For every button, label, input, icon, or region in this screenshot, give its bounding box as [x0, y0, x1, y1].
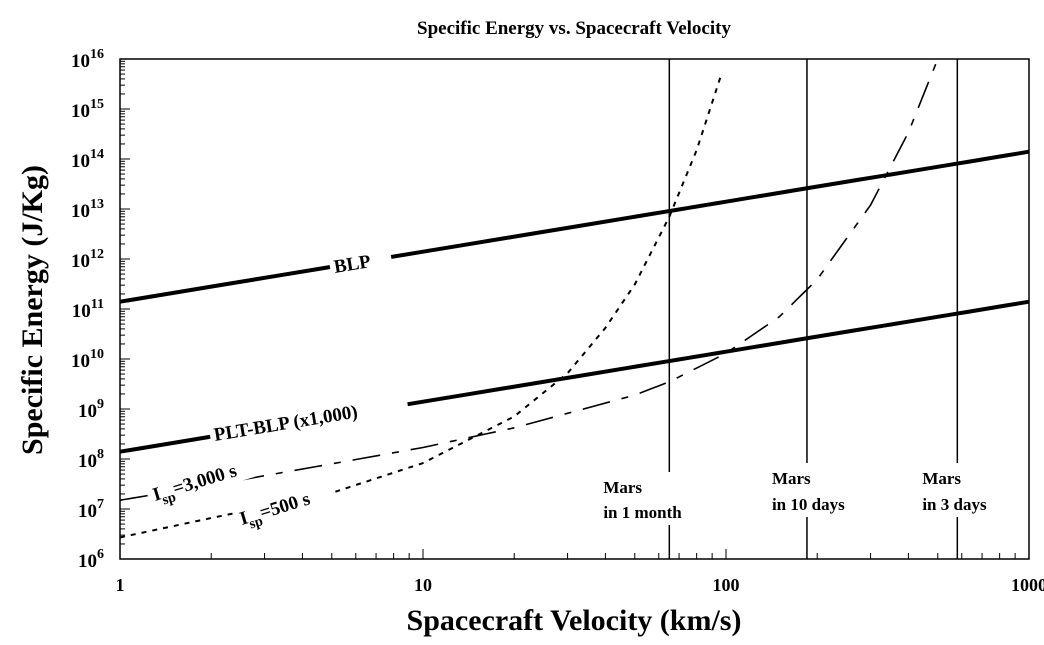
series-label-text: PLT-BLP (x1,000) — [212, 402, 359, 446]
tick-exponent: 8 — [97, 447, 104, 462]
y-tick-label: 1012 — [71, 247, 104, 272]
tick-base: 10 — [71, 351, 90, 372]
series-label: BLP — [328, 245, 394, 280]
y-tick-label: 1013 — [71, 197, 104, 222]
chart-title: Specific Energy vs. Spacecraft Velocity — [417, 18, 731, 39]
tick-exponent: 12 — [90, 247, 104, 262]
label-sub: sp — [160, 489, 178, 508]
series-line — [119, 299, 1030, 454]
label-rest: =3,000 s — [170, 460, 239, 499]
x-tick-label: 1 — [116, 575, 125, 595]
y-tick-label: 1011 — [72, 297, 104, 322]
tick-exponent: 7 — [97, 497, 104, 512]
y-tick-label: 107 — [78, 497, 104, 522]
series-label: Isp=3,000 s — [145, 450, 266, 508]
y-tick-label: 1010 — [71, 347, 104, 372]
tick-exponent: 16 — [90, 47, 104, 62]
axis-ticks: 1 10 100 1000106107108109101010111012101310… — [71, 47, 1044, 595]
tick-exponent: 15 — [90, 97, 104, 112]
tick-exponent: 11 — [91, 297, 104, 312]
series-lines — [119, 58, 1030, 539]
tick-base: 10 — [78, 551, 97, 572]
tick-exponent: 6 — [97, 547, 104, 562]
x-axis-label: Spacecraft Velocity (km/s) — [407, 604, 742, 637]
tick-base: 10 — [72, 301, 91, 322]
label-sub: sp — [247, 513, 265, 532]
tick-base: 10 — [78, 451, 97, 472]
y-tick-label: 106 — [78, 547, 104, 572]
annotation-line2: in 10 days — [772, 495, 845, 514]
tick-exponent: 10 — [90, 347, 104, 362]
y-tick-label: 1014 — [71, 147, 104, 172]
tick-base: 10 — [71, 251, 90, 272]
tick-base: 10 — [71, 151, 90, 172]
label-background — [232, 478, 339, 532]
series-label: PLT-BLP (x1,000) — [208, 391, 410, 448]
x-tick-label: 1000 — [1011, 575, 1044, 595]
annotation-line1: Mars — [772, 469, 811, 488]
y-tick-label: 1015 — [71, 97, 104, 122]
tick-exponent: 13 — [90, 197, 104, 212]
annotation-line2: in 1 month — [603, 503, 682, 522]
tick-base: 10 — [71, 201, 90, 222]
tick-exponent: 14 — [90, 147, 104, 162]
x-tick-label: 10 — [414, 575, 432, 595]
tick-base: 10 — [71, 101, 90, 122]
annotation-line2: in 3 days — [922, 495, 987, 514]
y-tick-label: 108 — [78, 447, 104, 472]
series-line — [119, 149, 1030, 304]
tick-base: 10 — [78, 401, 97, 422]
y-tick-label: 109 — [78, 397, 104, 422]
y-axis-label: Specific Energy (J/Kg) — [16, 165, 49, 455]
series-line — [119, 58, 939, 501]
tick-exponent: 9 — [97, 397, 104, 412]
tick-base: 10 — [71, 51, 90, 72]
series-line — [119, 72, 723, 539]
label-background — [328, 245, 394, 280]
label-background — [208, 391, 410, 448]
annotation-line1: Mars — [603, 478, 642, 497]
label-background — [145, 450, 266, 508]
mars-markers: Mars in 1 month Mars in 10 days Mars in 3 day… — [603, 59, 987, 559]
annotation-line1: Mars — [922, 469, 961, 488]
series-label: Isp=500 s — [232, 478, 339, 532]
tick-base: 10 — [78, 501, 97, 522]
x-tick-label: 100 — [713, 575, 740, 595]
plot-frame — [119, 58, 1030, 560]
y-tick-label: 1016 — [71, 47, 104, 72]
